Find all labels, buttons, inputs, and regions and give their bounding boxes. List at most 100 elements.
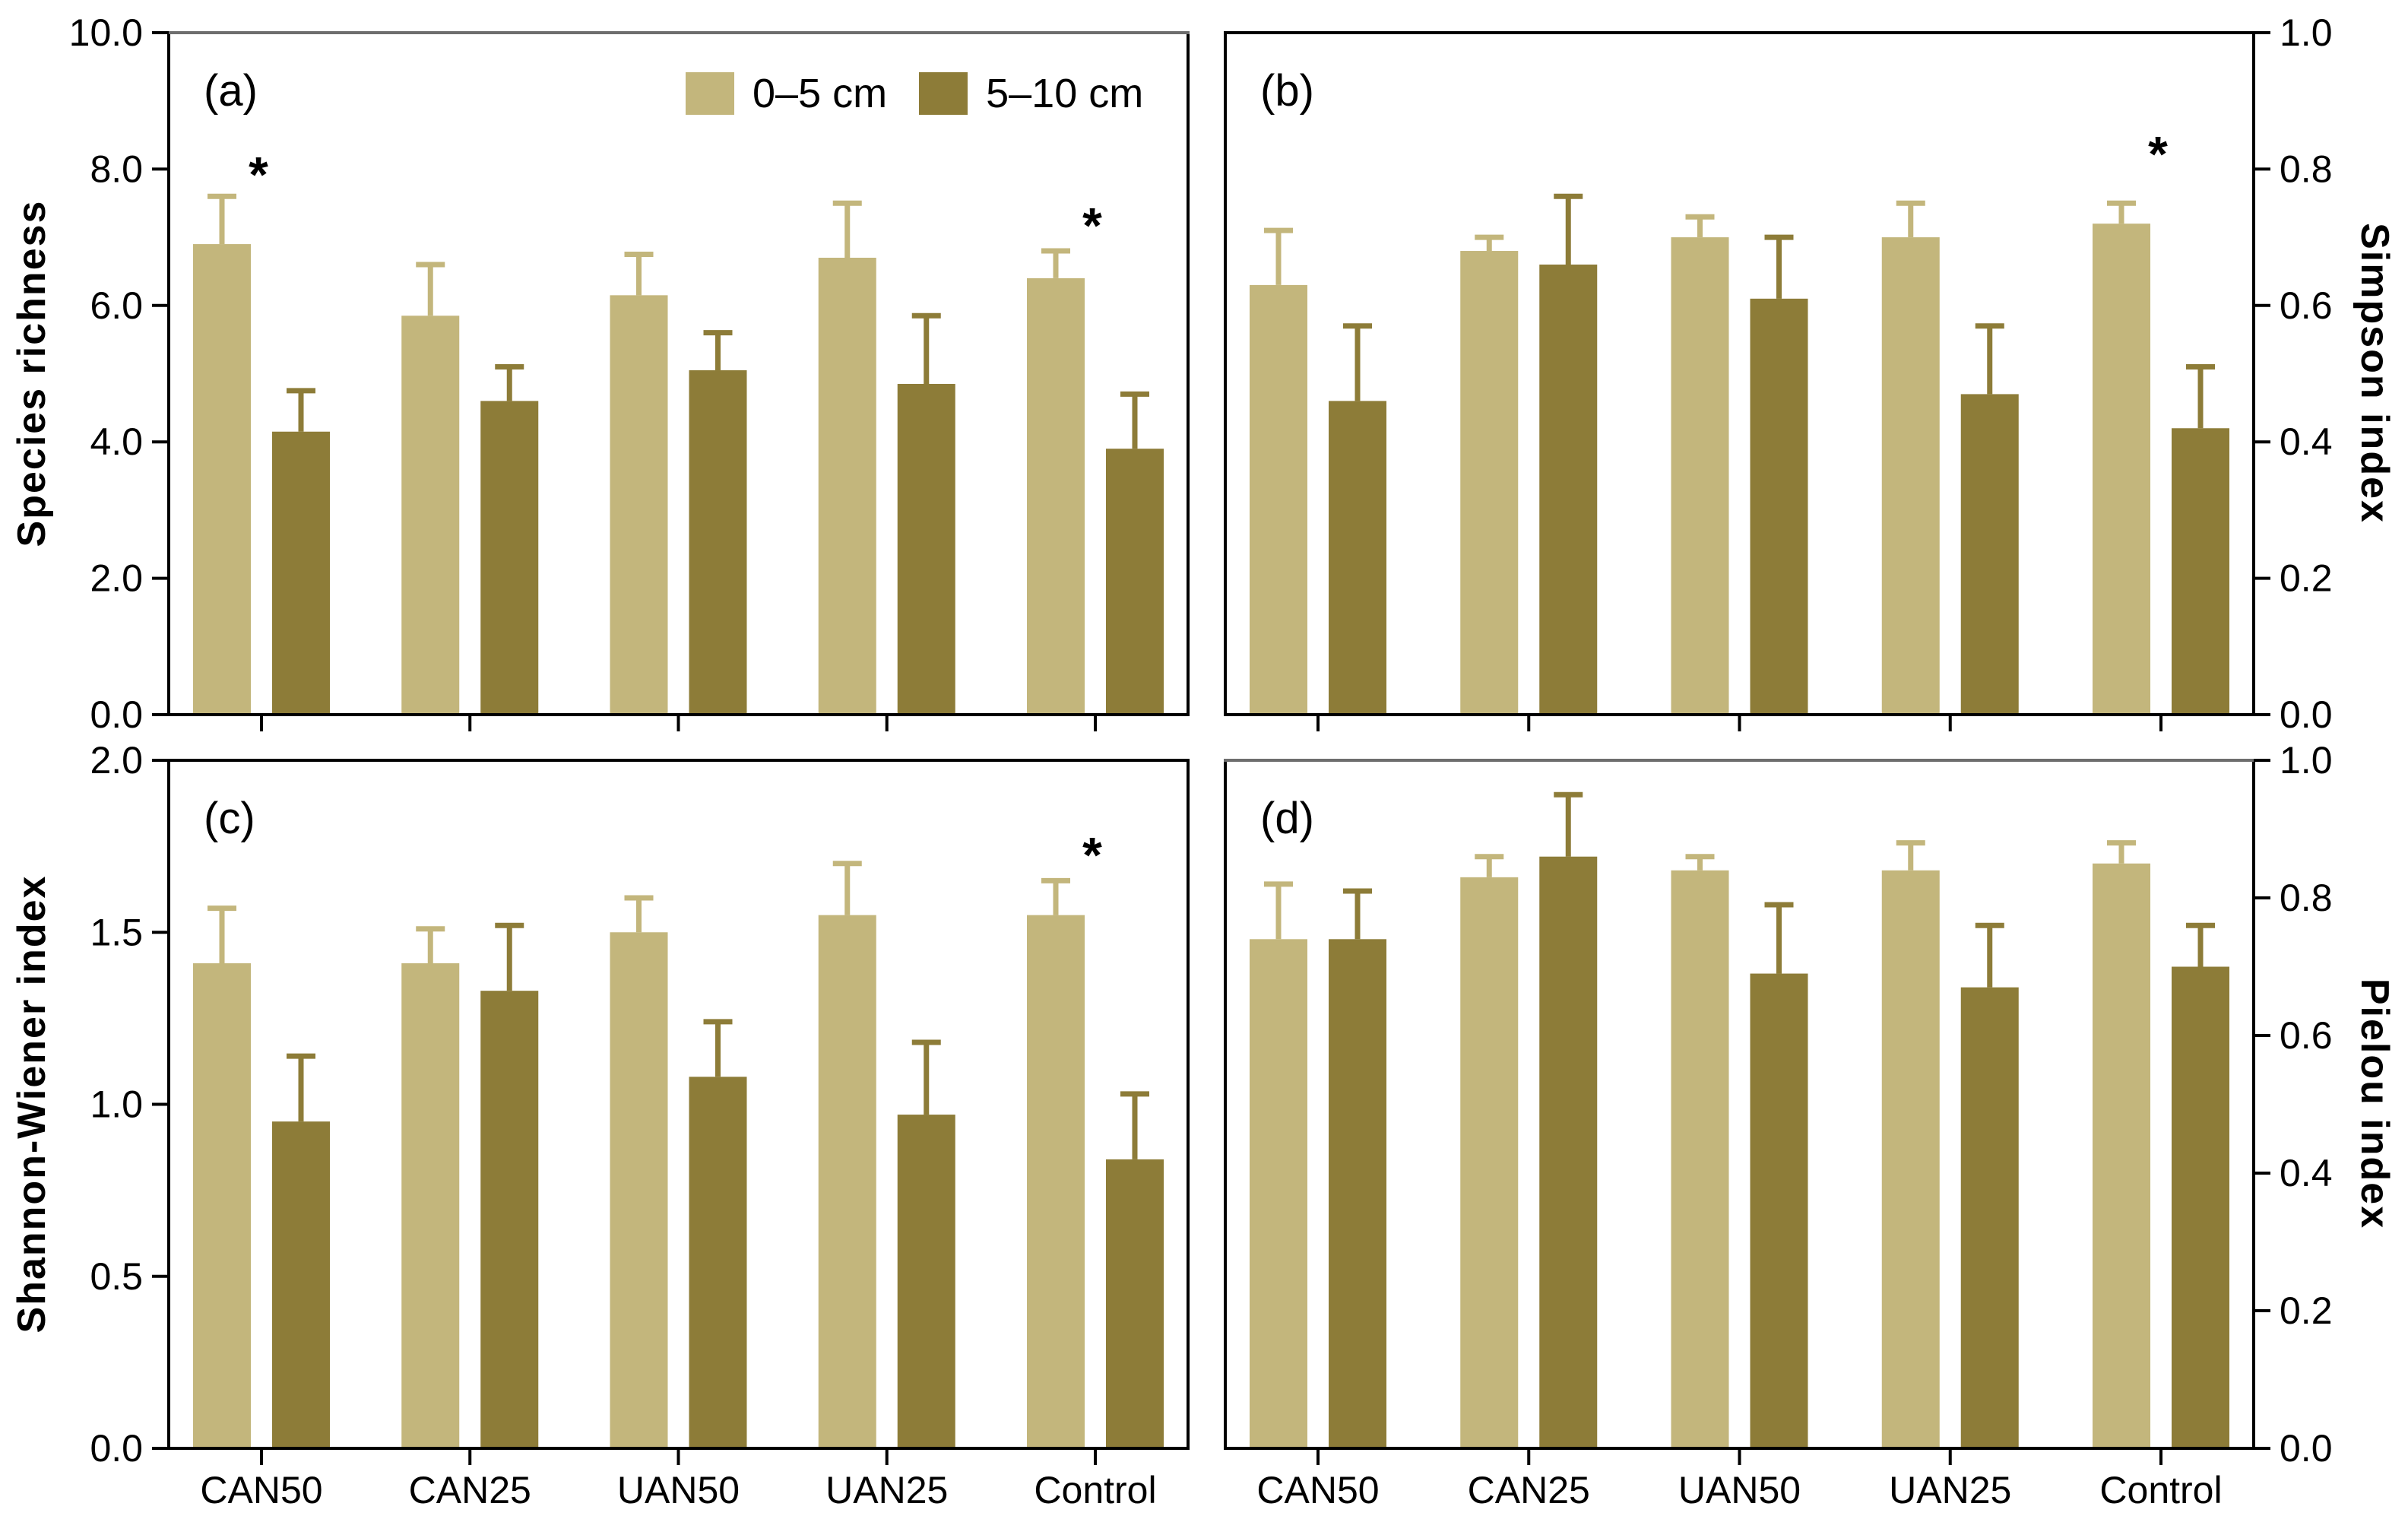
errorbar-d-CAN50-0-5-cm [1264,881,1293,940]
errorbar-c-UAN50-5-10-cm [703,1019,733,1077]
errorbar-b-CAN50-0-5-cm [1264,227,1293,285]
category-label-d-UAN25: UAN25 [1889,1469,2011,1511]
bar-b-CAN50-0-5-cm [1250,284,1307,715]
bar-d-CAN25-5-10-cm [1539,856,1598,1448]
errorbar-a-CAN50-0-5-cm [208,193,236,245]
category-label-d-UAN50: UAN50 [1678,1469,1801,1511]
errorbar-b-CAN25-5-10-cm [1554,193,1583,265]
significance-asterisk-a-CAN50: * [249,146,268,202]
bar-c-UAN25-5-10-cm [897,1115,955,1448]
ytick-label-c-0: 0.0 [90,1427,143,1470]
bar-c-UAN50-5-10-cm [689,1077,747,1448]
legend: 0–5 cm 5–10 cm [686,70,1143,117]
errorbar-d-CAN25-0-5-cm [1475,854,1504,877]
bar-b-CAN50-5-10-cm [1329,401,1386,715]
category-label-c-UAN50: UAN50 [617,1469,740,1511]
category-label-c-Control: Control [1034,1469,1156,1511]
bar-a-UAN50-5-10-cm [689,370,747,715]
ytick-label-d-3: 0.6 [2280,1014,2333,1057]
ytick-label-d-2: 0.4 [2280,1152,2333,1194]
bar-d-CAN50-5-10-cm [1329,939,1386,1448]
ytick-label-b-1: 0.2 [2280,557,2333,600]
ytick-label-b-5: 1.0 [2280,11,2333,54]
errorbar-d-CAN50-5-10-cm [1343,888,1372,940]
bar-a-CAN50-0-5-cm [193,244,251,715]
ytick-label-b-0: 0.0 [2280,693,2333,736]
ytick-label-c-4: 2.0 [90,739,143,782]
ytick-label-a-4: 8.0 [90,147,143,190]
errorbar-d-CAN25-5-10-cm [1554,791,1583,857]
errorbar-c-UAN50-0-5-cm [624,895,654,933]
y-axis-title-shannon-wiener-index: Shannon-Wiener index [10,874,54,1334]
errorbar-a-CAN25-5-10-cm [495,364,524,401]
bar-b-Control-0-5-cm [2093,224,2150,715]
errorbar-c-UAN25-5-10-cm [911,1039,941,1115]
errorbar-b-UAN50-0-5-cm [1685,214,1715,238]
y-axis-title-species-richness: Species richness [10,199,54,547]
errorbar-d-UAN50-0-5-cm [1685,854,1715,871]
significance-asterisk-c-Control: * [1082,827,1102,883]
bar-b-CAN25-5-10-cm [1539,264,1598,715]
bar-a-CAN50-5-10-cm [272,431,330,715]
bar-c-Control-5-10-cm [1106,1159,1164,1448]
ytick-label-b-2: 0.4 [2280,420,2333,463]
y-axis-title-simpson-index: Simpson index [2353,223,2397,524]
ytick-label-a-3: 6.0 [90,284,143,327]
errorbar-a-Control-0-5-cm [1041,248,1070,278]
bar-b-Control-5-10-cm [2172,428,2229,715]
category-label-d-CAN25: CAN25 [1468,1469,1590,1511]
bar-d-UAN25-0-5-cm [1881,870,1940,1448]
ytick-label-c-2: 1.0 [90,1083,143,1126]
errorbar-d-Control-5-10-cm [2186,922,2215,967]
errorbar-d-UAN50-5-10-cm [1764,902,1794,974]
errorbar-c-Control-5-10-cm [1120,1091,1149,1159]
ytick-label-b-3: 0.6 [2280,284,2333,327]
ytick-label-d-4: 0.8 [2280,877,2333,919]
errorbar-b-UAN50-5-10-cm [1764,234,1794,299]
category-label-c-CAN50: CAN50 [200,1469,322,1511]
errorbar-b-Control-0-5-cm [2107,200,2136,224]
ytick-label-a-1: 2.0 [90,557,143,600]
legend-swatch-0-5cm-icon [686,72,734,115]
ytick-label-c-1: 0.5 [90,1255,143,1298]
category-label-d-CAN50: CAN50 [1256,1469,1379,1511]
bar-c-UAN50-0-5-cm [610,932,668,1448]
bar-a-Control-5-10-cm [1106,449,1164,715]
ytick-label-d-5: 1.0 [2280,739,2333,782]
bar-b-CAN25-0-5-cm [1460,251,1519,715]
panel-letter-c: (c) [204,794,255,843]
bar-a-Control-0-5-cm [1027,278,1085,715]
bar-a-UAN25-0-5-cm [818,258,876,715]
errorbar-b-CAN25-0-5-cm [1475,234,1504,252]
bar-a-UAN25-5-10-cm [897,383,955,715]
bar-d-Control-5-10-cm [2172,966,2229,1448]
category-label-d-Control: Control [2099,1469,2222,1511]
bar-b-UAN25-0-5-cm [1881,237,1940,715]
panel-a-frame [167,31,1190,716]
errorbar-b-CAN50-5-10-cm [1343,323,1372,401]
y-axis-title-pielou-index: Pielou index [2353,978,2397,1230]
bar-a-CAN25-5-10-cm [480,401,539,715]
errorbar-a-UAN25-0-5-cm [832,200,862,258]
bar-c-Control-0-5-cm [1027,915,1085,1448]
bar-d-Control-0-5-cm [2093,863,2150,1448]
bar-a-UAN50-0-5-cm [610,295,668,715]
bar-d-CAN25-0-5-cm [1460,877,1519,1448]
bar-c-CAN50-0-5-cm [193,963,251,1448]
errorbar-b-UAN25-5-10-cm [1975,323,2004,395]
errorbar-a-CAN50-5-10-cm [287,388,315,432]
panel-letter-b: (b) [1260,66,1314,116]
errorbar-a-UAN25-5-10-cm [911,312,941,384]
errorbar-c-UAN25-0-5-cm [832,861,862,915]
ytick-label-c-3: 1.5 [90,911,143,953]
bar-c-UAN25-0-5-cm [818,915,876,1448]
errorbar-a-UAN50-0-5-cm [624,252,654,296]
errorbar-d-UAN25-0-5-cm [1896,840,1925,871]
bar-b-UAN50-0-5-cm [1671,237,1729,715]
bar-b-UAN50-5-10-cm [1750,298,1808,715]
ytick-label-d-0: 0.0 [2280,1427,2333,1470]
ytick-label-b-4: 0.8 [2280,147,2333,190]
significance-asterisk-b-Control: * [2148,125,2168,182]
